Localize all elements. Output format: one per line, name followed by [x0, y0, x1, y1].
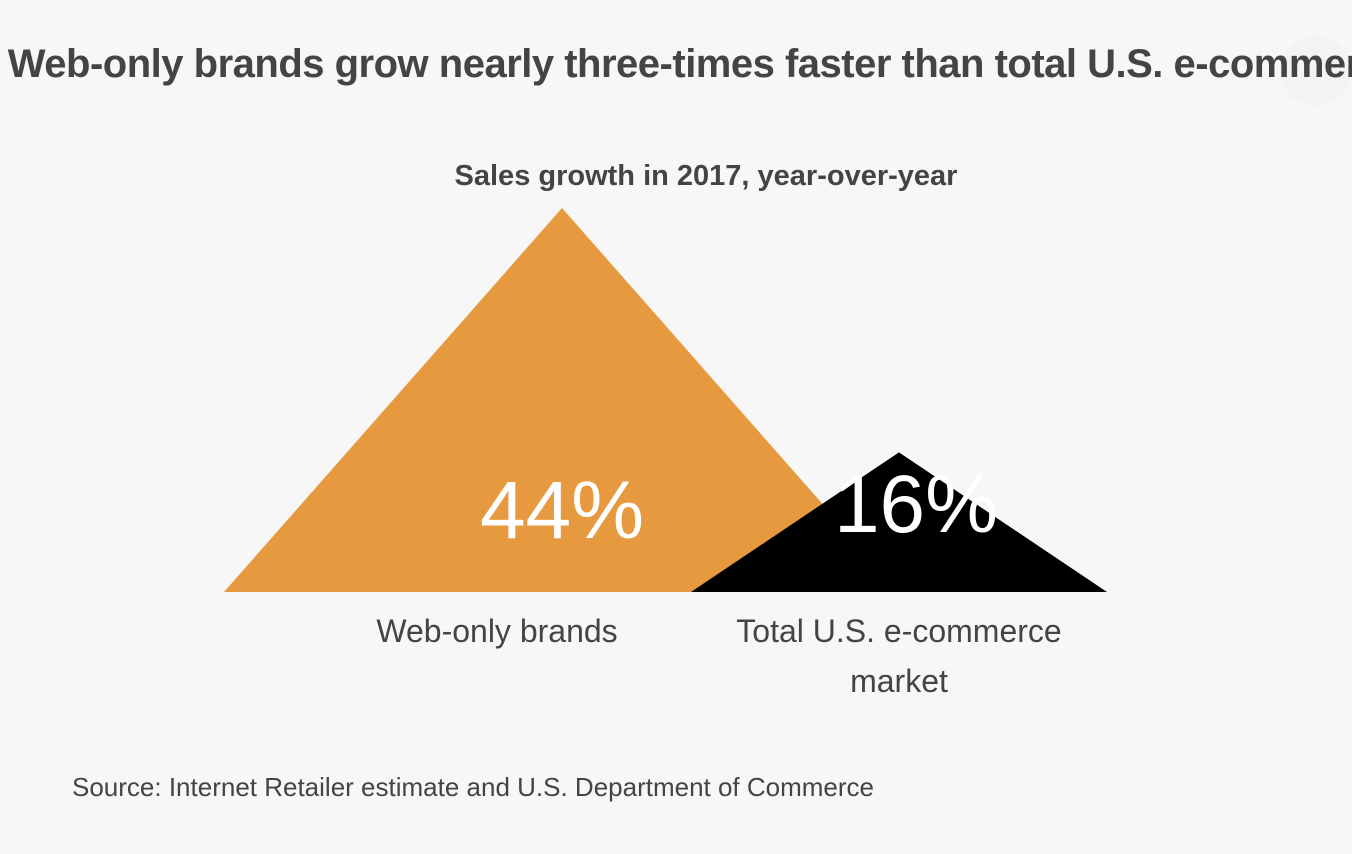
- triangle-web-only-brands: [224, 208, 900, 592]
- chart-title: Web-only brands grow nearly three-times …: [7, 42, 1352, 86]
- value-label-total-us-ecommerce: 16%: [834, 459, 998, 550]
- category-label-web-only-brands: Web-only brands: [376, 613, 618, 649]
- corner-decoration: [1280, 36, 1350, 106]
- chart-subtitle: Sales growth in 2017, year-over-year: [454, 160, 958, 192]
- triangle-total-us-ecommerce: [691, 452, 1107, 592]
- source-note: Source: Internet Retailer estimate and U…: [72, 772, 875, 802]
- value-label-web-only-brands: 44%: [480, 465, 644, 556]
- category-label-total-us-ecommerce: Total U.S. e-commerce market: [736, 613, 1062, 699]
